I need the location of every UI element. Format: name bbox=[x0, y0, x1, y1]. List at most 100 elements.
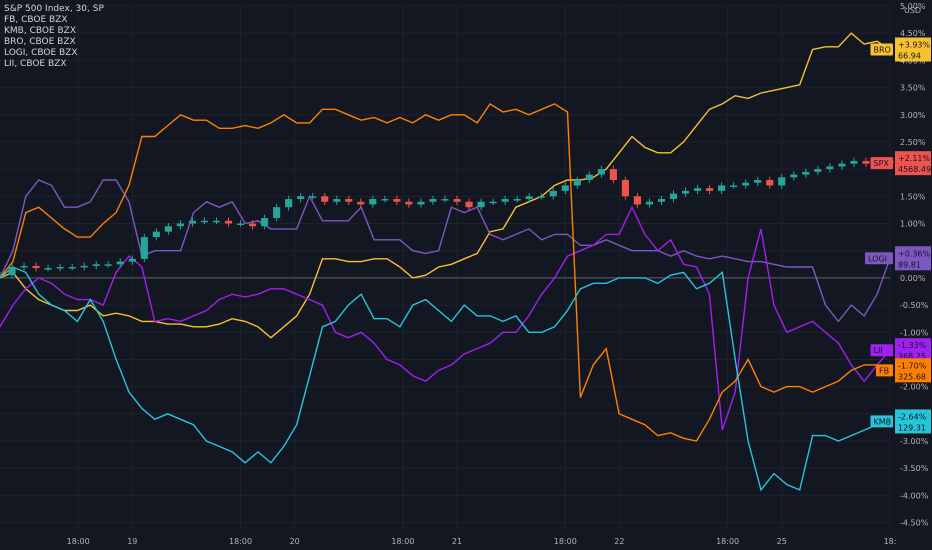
spx-candle-body bbox=[513, 199, 521, 201]
spx-candle-body bbox=[212, 220, 221, 223]
spx-candle-body bbox=[609, 169, 617, 180]
price-tag-logi: LOGI +0.36% 89.81 bbox=[865, 246, 931, 271]
spx-candle-body bbox=[453, 199, 461, 202]
spx-candle-body bbox=[766, 180, 774, 186]
spx-candle-body bbox=[273, 207, 281, 219]
price-label: 66.94 bbox=[898, 52, 921, 61]
x-tick-label: 22 bbox=[614, 537, 624, 546]
price-tag-kmb: KMB -2.64% 129.31 bbox=[870, 409, 931, 434]
spx-candle-body bbox=[261, 218, 269, 227]
x-tick-label: 18:00 bbox=[716, 537, 739, 546]
spx-candle-body bbox=[44, 268, 52, 270]
spx-candle-body bbox=[32, 265, 40, 269]
spx-candle-body bbox=[465, 201, 473, 208]
spx-candle-body bbox=[200, 220, 209, 223]
spx-candle-body bbox=[164, 226, 172, 232]
x-tick-label: 21 bbox=[452, 537, 462, 546]
y-tick-label: 5.00% bbox=[900, 2, 926, 11]
spx-candle-body bbox=[525, 196, 533, 200]
series-line-lii bbox=[0, 205, 891, 431]
spx-candle-body bbox=[249, 223, 257, 227]
legend-item-spx[interactable]: S&P 500 Index, 30, SP bbox=[4, 4, 104, 14]
spx-candle-body bbox=[0, 275, 4, 277]
ticker-box bbox=[870, 415, 893, 428]
value-box bbox=[895, 358, 931, 383]
spx-candle-body bbox=[501, 199, 509, 202]
spx-candle-body bbox=[417, 201, 425, 205]
spx-candle-body bbox=[585, 174, 593, 180]
legend-item-fb[interactable]: FB, CBOE BZX bbox=[4, 15, 68, 25]
spx-candle-body bbox=[850, 160, 858, 164]
legend-item-lii[interactable]: LII, CBOE BZX bbox=[4, 59, 67, 69]
value-box bbox=[895, 409, 931, 434]
spx-candle-body bbox=[357, 201, 365, 205]
spx-candle-body bbox=[561, 185, 569, 191]
price-label: 325.68 bbox=[898, 372, 926, 381]
price-tags: SPX +2.11% 4568.49 BRO +3.93% 66.94 LOGI +0.36%… bbox=[865, 37, 931, 434]
change-label: +3.93% bbox=[898, 41, 931, 50]
spx-candle-body bbox=[8, 267, 16, 276]
x-tick-label: 18:00 bbox=[391, 537, 414, 546]
y-tick-label: 1.00% bbox=[900, 220, 926, 229]
price-tag-spx: SPX +2.11% 4568.49 bbox=[870, 151, 931, 176]
spx-candle-body bbox=[597, 169, 605, 175]
value-box bbox=[895, 37, 931, 62]
spx-candle-body bbox=[706, 188, 714, 191]
spx-candle-body bbox=[236, 223, 245, 225]
legend-item-bro[interactable]: BRO, CBOE BZX bbox=[4, 37, 76, 47]
ticker-label: FB bbox=[879, 366, 889, 375]
spx-candle-body bbox=[297, 196, 305, 200]
y-tick-label: -4.50% bbox=[900, 519, 929, 528]
x-tick-label: 18:00 bbox=[229, 537, 252, 546]
currency-label: USD bbox=[904, 6, 921, 15]
spx-candle-body bbox=[814, 169, 822, 172]
spx-candle-body bbox=[802, 171, 810, 175]
spx-candle-body bbox=[140, 237, 148, 259]
spx-candle-body bbox=[176, 223, 184, 227]
price-tag-fb: FB -1.70% 325.68 bbox=[876, 358, 931, 383]
spx-candle-body bbox=[68, 267, 76, 269]
spx-candle-body bbox=[92, 264, 100, 266]
spx-candle-body bbox=[224, 220, 233, 224]
spx-candle-body bbox=[333, 199, 341, 202]
price-tag-bro: BRO +3.93% 66.94 bbox=[870, 37, 931, 62]
y-tick-label: 3.50% bbox=[900, 84, 926, 93]
change-label: +2.11% bbox=[898, 154, 931, 163]
y-tick-label: -1.00% bbox=[900, 328, 929, 337]
spx-candles bbox=[0, 157, 894, 279]
ticker-box bbox=[870, 344, 893, 357]
spx-candle-body bbox=[20, 265, 28, 268]
ticker-label: LII bbox=[874, 346, 883, 355]
legend-item-kmb[interactable]: KMB, CBOE BZX bbox=[4, 26, 76, 36]
y-tick-label: 1.50% bbox=[900, 192, 926, 201]
spx-candle-body bbox=[537, 196, 545, 198]
spx-candle-body bbox=[838, 163, 846, 167]
spx-candle-body bbox=[309, 196, 317, 198]
spx-candle-body bbox=[862, 160, 870, 164]
spx-candle-body bbox=[657, 199, 666, 202]
spx-candle-body bbox=[104, 264, 112, 266]
spx-candle-body bbox=[790, 174, 798, 178]
series-line-fb bbox=[0, 102, 891, 442]
x-axis[interactable]: 18:00 19 18:00 20 18:00 21 18:00 22 18:00 25 18: bbox=[67, 537, 897, 546]
series-layer bbox=[0, 32, 891, 492]
ticker-box bbox=[870, 157, 893, 170]
legend-item-logi[interactable]: LOGI, CBOE BZX bbox=[4, 48, 78, 58]
spx-candle-body bbox=[694, 188, 702, 191]
change-label: -2.64% bbox=[898, 412, 927, 421]
x-tick-label: 20 bbox=[290, 537, 300, 546]
legend: S&P 500 Index, 30, SP FB, CBOE BZX KMB, … bbox=[4, 4, 104, 70]
ticker-box bbox=[865, 252, 893, 265]
value-box bbox=[895, 246, 931, 271]
spx-candle-body bbox=[826, 166, 834, 170]
y-tick-label: 0.00% bbox=[900, 274, 926, 283]
spx-candle-body bbox=[754, 180, 762, 183]
spx-candle-body bbox=[369, 199, 377, 205]
spx-candle-body bbox=[730, 185, 738, 187]
change-label: -1.33% bbox=[898, 341, 927, 350]
x-tick-label: 18: bbox=[884, 537, 897, 546]
spx-candle-body bbox=[188, 220, 196, 224]
spx-candle-body bbox=[778, 177, 786, 186]
y-tick-label: 4.50% bbox=[900, 29, 926, 38]
